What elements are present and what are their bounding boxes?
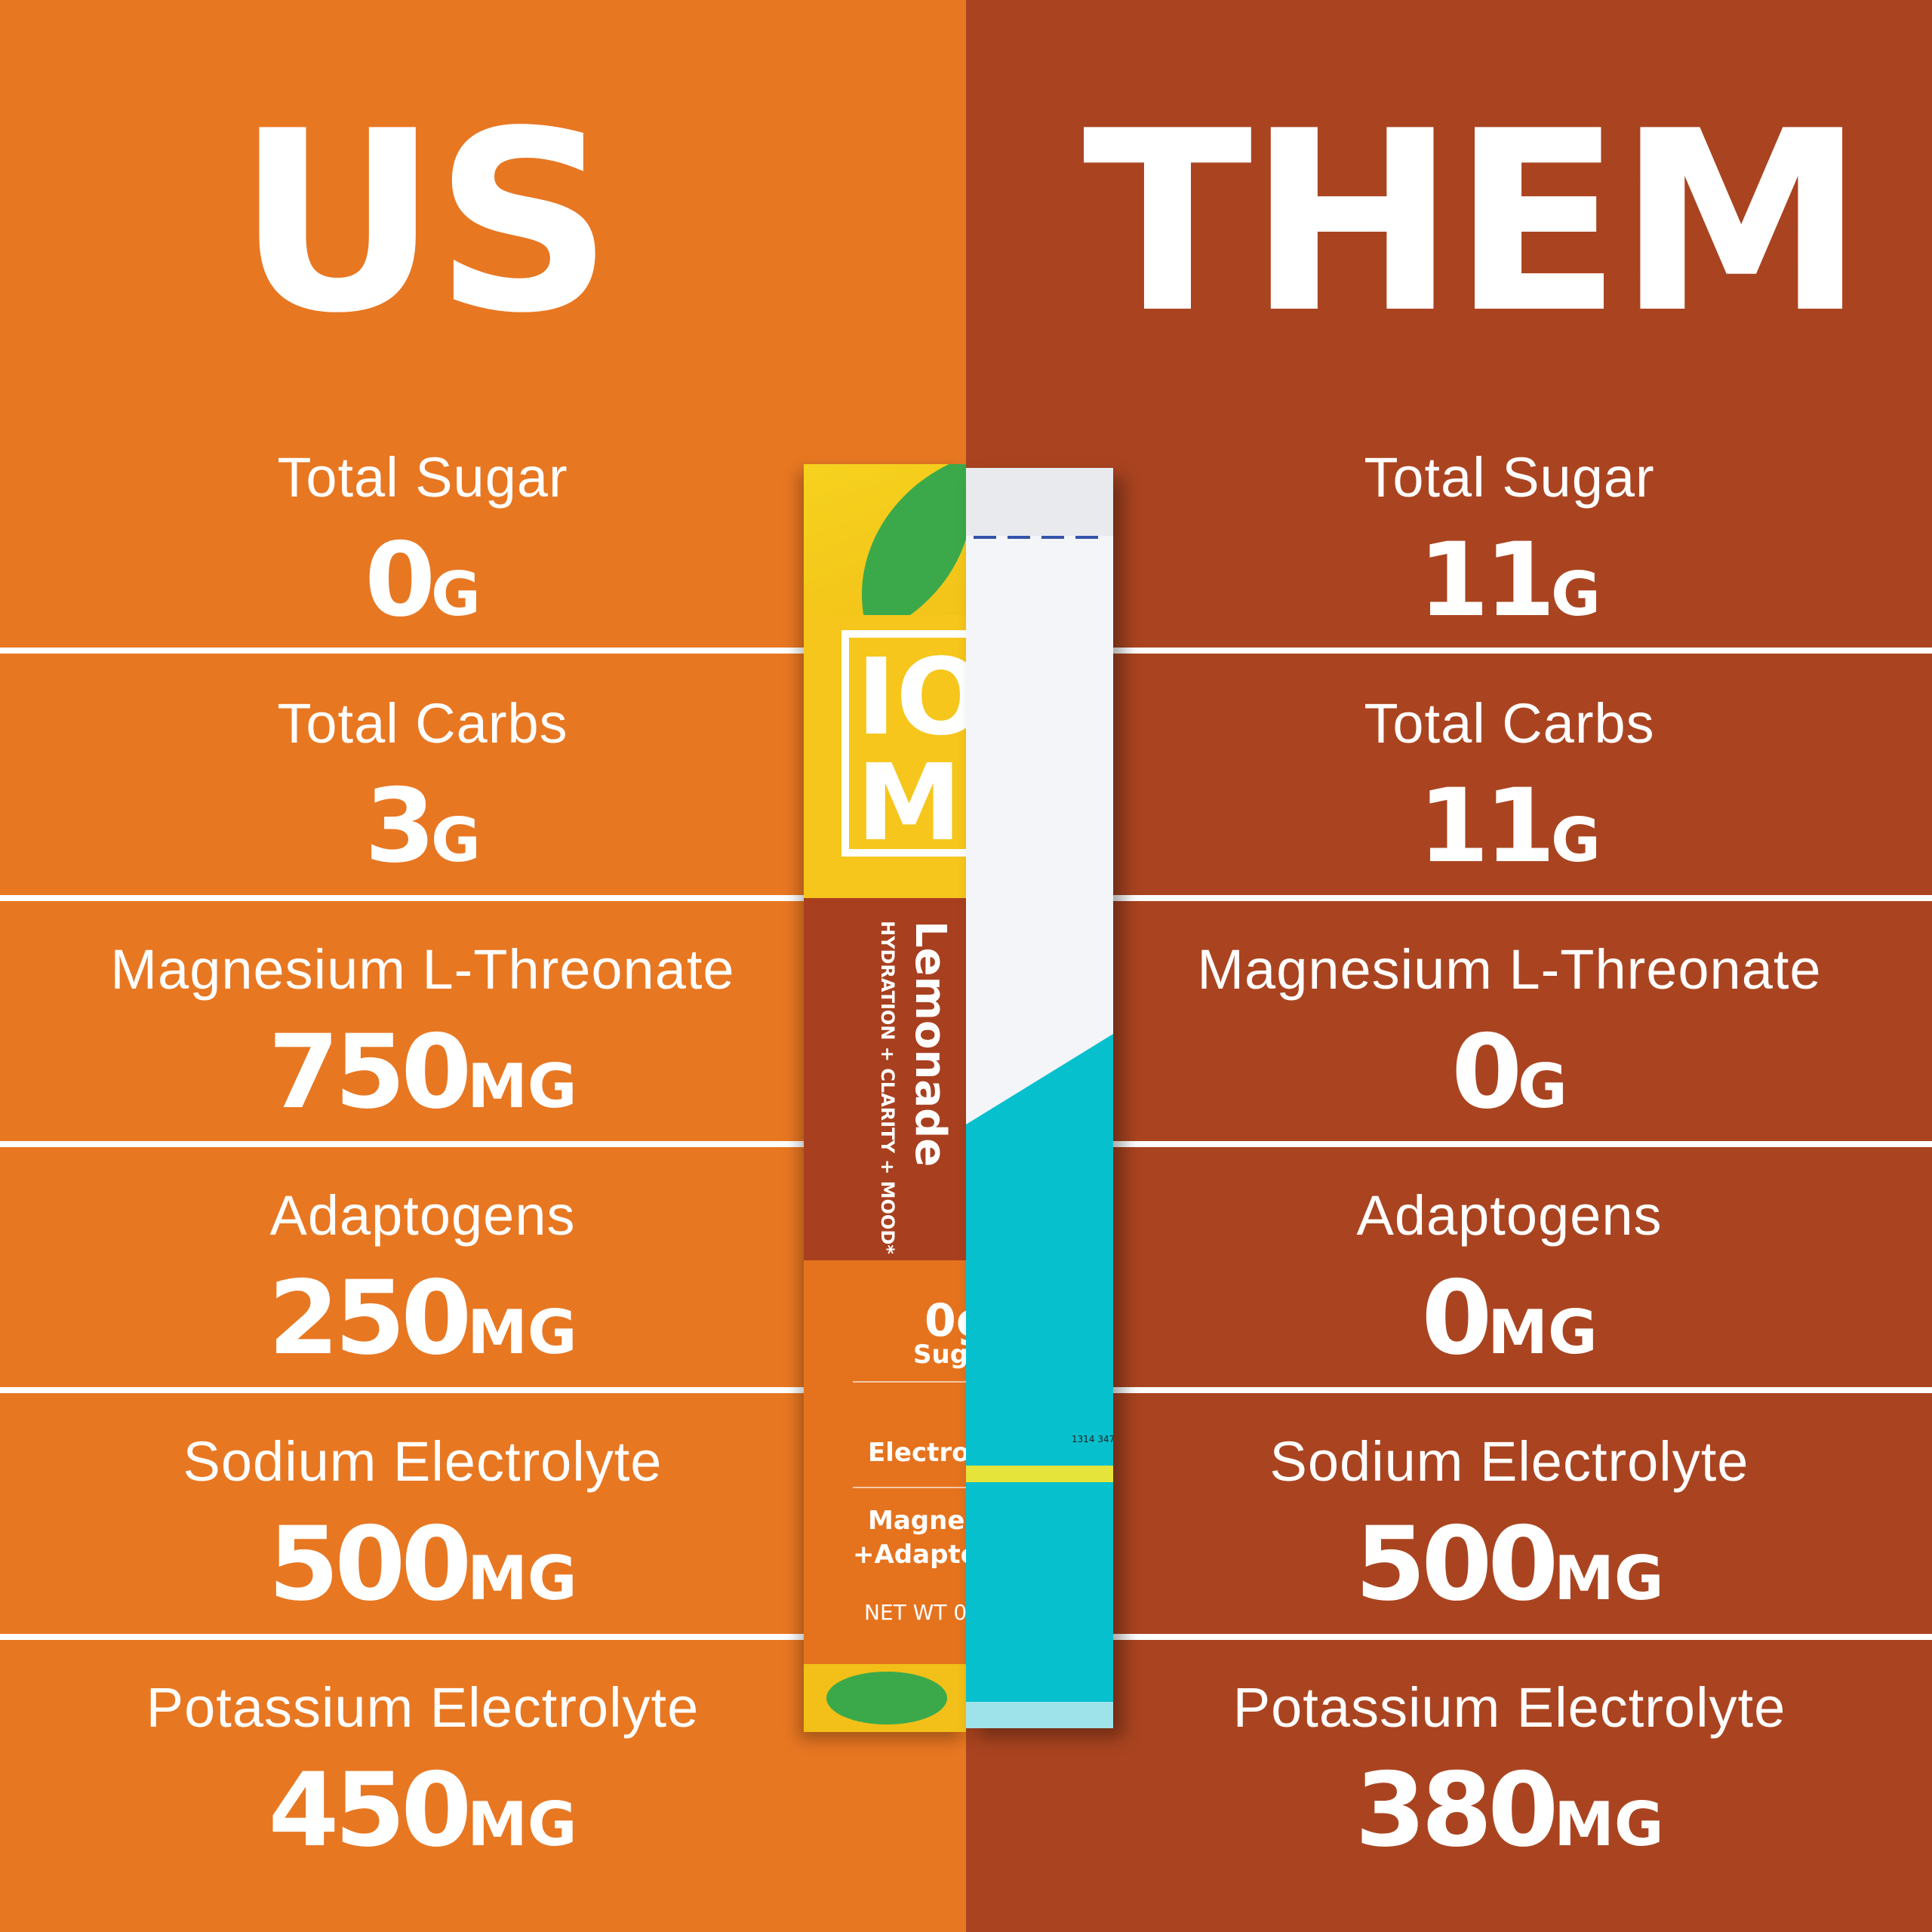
divider <box>0 1634 830 1640</box>
nutrient-label: Total Sugar <box>277 446 568 509</box>
divider <box>1094 648 1932 654</box>
nutrient-value: 500MG <box>268 1505 577 1623</box>
nutrient-value: 11G <box>1418 521 1601 639</box>
them-row: Total Carbs 11G <box>1087 654 1932 899</box>
brand-logo: IO MI <box>804 615 966 902</box>
nutrient-label: Potassium Electrolyte <box>1232 1676 1786 1739</box>
nutrient-value: 450MG <box>268 1751 577 1869</box>
them-title: THEM <box>1082 78 1865 368</box>
nutrient-value: 11G <box>1418 767 1601 885</box>
us-row: Potassium Electrolyte 450MG <box>0 1638 845 1883</box>
unit: G <box>1551 805 1601 875</box>
nutrient-value: 250MG <box>268 1259 577 1377</box>
unit: MG <box>467 1543 577 1614</box>
nutrient-value: 0MG <box>1421 1259 1598 1377</box>
divider <box>1094 1141 1932 1147</box>
unit: G <box>1551 559 1601 629</box>
nutrient-value: 750MG <box>268 1013 577 1131</box>
tagline: HYDRATION + CLARITY + MOOD* <box>877 921 898 1254</box>
flavor-label: Lemonade <box>906 921 955 1168</box>
unit: MG <box>1554 1789 1664 1860</box>
us-row: Adaptogens 250MG <box>0 1146 845 1391</box>
nutrient-label: Total Carbs <box>277 692 568 755</box>
nutrient-label: Adaptogens <box>1356 1184 1663 1247</box>
unit: G <box>1518 1051 1567 1121</box>
them-row: Adaptogens 0MG <box>1087 1146 1932 1391</box>
nutrient-label: Total Sugar <box>1364 446 1655 509</box>
them-row: Potassium Electrolyte 380MG <box>1087 1638 1932 1883</box>
us-row: Magnesium L-Threonate 750MG <box>0 900 845 1145</box>
nutrient-value: 500MG <box>1355 1505 1664 1623</box>
flavor-band: Lemonade HYDRATION + CLARITY + MOOD* <box>804 898 966 1260</box>
nutrient-label: Sodium Electrolyte <box>1269 1430 1749 1493</box>
them-product-packet: 1314 3471 ex <box>966 468 1113 1728</box>
us-row: Total Sugar 0G <box>0 408 845 653</box>
unit: MG <box>467 1297 577 1367</box>
divider <box>0 1141 830 1147</box>
divider <box>0 648 830 654</box>
nutrient-value: 0G <box>365 521 481 639</box>
unit: G <box>431 805 481 875</box>
nutrient-label: Magnesium L-Threonate <box>1197 938 1822 1001</box>
nutrient-label: Sodium Electrolyte <box>183 1430 663 1493</box>
them-row: Sodium Electrolyte 500MG <box>1087 1392 1932 1637</box>
nutrient-label: Adaptogens <box>269 1184 576 1247</box>
nutrient-value: 3G <box>365 767 481 885</box>
divider <box>1094 1634 1932 1640</box>
us-row: Sodium Electrolyte 500MG <box>0 1392 845 1637</box>
them-row: Total Sugar 11G <box>1087 408 1932 653</box>
unit: MG <box>1554 1543 1664 1614</box>
nutrient-value: 380MG <box>1355 1751 1664 1869</box>
unit: MG <box>467 1051 577 1121</box>
unit: MG <box>1487 1297 1598 1367</box>
us-row: Total Carbs 3G <box>0 654 845 899</box>
unit: MG <box>467 1789 577 1860</box>
them-row: Magnesium L-Threonate 0G <box>1087 900 1932 1145</box>
them-panel <box>966 0 1932 1932</box>
divider <box>0 1387 830 1393</box>
nutrient-label: Potassium Electrolyte <box>146 1676 700 1739</box>
divider <box>0 895 830 901</box>
packet-code: 1314 3471 ex <box>1072 1434 1113 1444</box>
divider <box>1094 1387 1932 1393</box>
nutrient-label: Total Carbs <box>1364 692 1655 755</box>
us-title: US <box>236 78 614 368</box>
us-product-packet: IO MI Lemonade HYDRATION + CLARITY + MOO… <box>804 464 966 1732</box>
unit: G <box>431 559 481 629</box>
nutrient-value: 0G <box>1451 1013 1567 1131</box>
nutrient-label: Magnesium L-Threonate <box>110 938 735 1001</box>
divider <box>1094 895 1932 901</box>
